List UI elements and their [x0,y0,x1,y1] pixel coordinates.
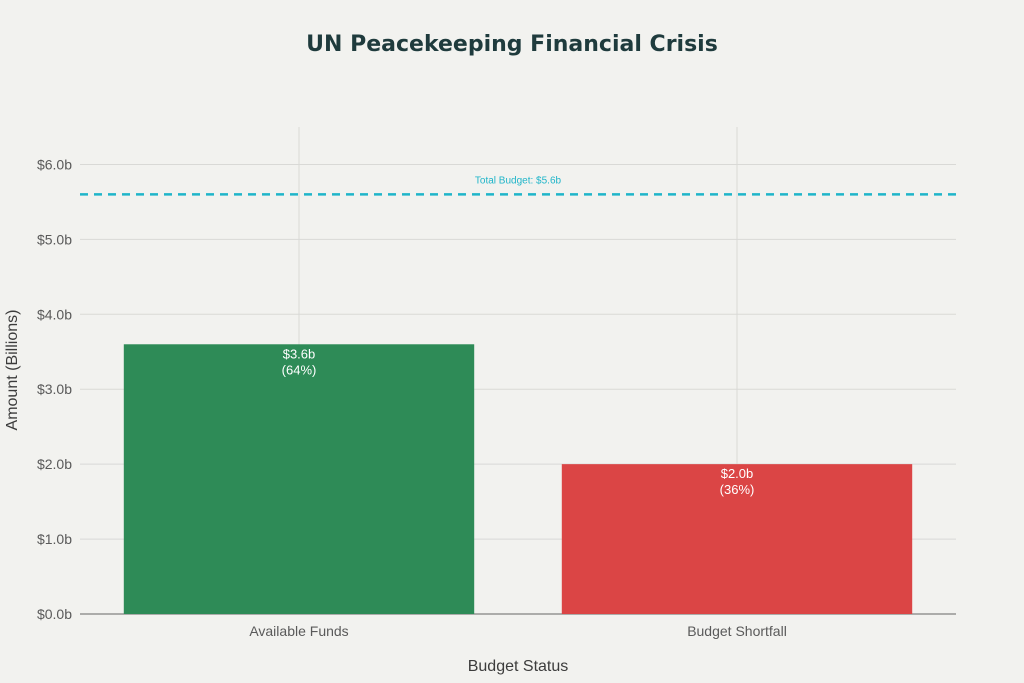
x-tick-label: Available Funds [249,623,348,639]
y-tick-label: $1.0b [37,531,72,547]
y-tick-label: $2.0b [37,456,72,472]
total-budget-label: Total Budget: $5.6b [475,175,562,186]
bar-value-label: $3.6b [283,346,316,361]
bar-value-label: (64%) [282,362,317,377]
x-axis: Available Funds Budget Shortfall [249,623,787,639]
bar [561,464,913,614]
bar [123,344,475,614]
bars: $3.6b(64%) $2.0b(36%) [123,344,913,614]
x-axis-label: Budget Status [468,658,569,675]
y-axis: $0.0b $1.0b $2.0b $3.0b $4.0b $5.0b $6.0b [37,156,72,622]
y-axis-label: Amount (Billions) [4,310,21,431]
bar-value-label: (36%) [720,482,755,497]
reference-line-group: Total Budget: $5.6b [80,175,956,196]
y-tick-label: $4.0b [37,306,72,322]
y-tick-label: $6.0b [37,156,72,172]
chart-title: UN Peacekeeping Financial Crisis [306,32,718,57]
y-tick-label: $0.0b [37,606,72,622]
y-tick-label: $3.0b [37,381,72,397]
bar-value-label: $2.0b [721,466,754,481]
x-tick-label: Budget Shortfall [687,623,787,639]
y-tick-label: $5.0b [37,231,72,247]
